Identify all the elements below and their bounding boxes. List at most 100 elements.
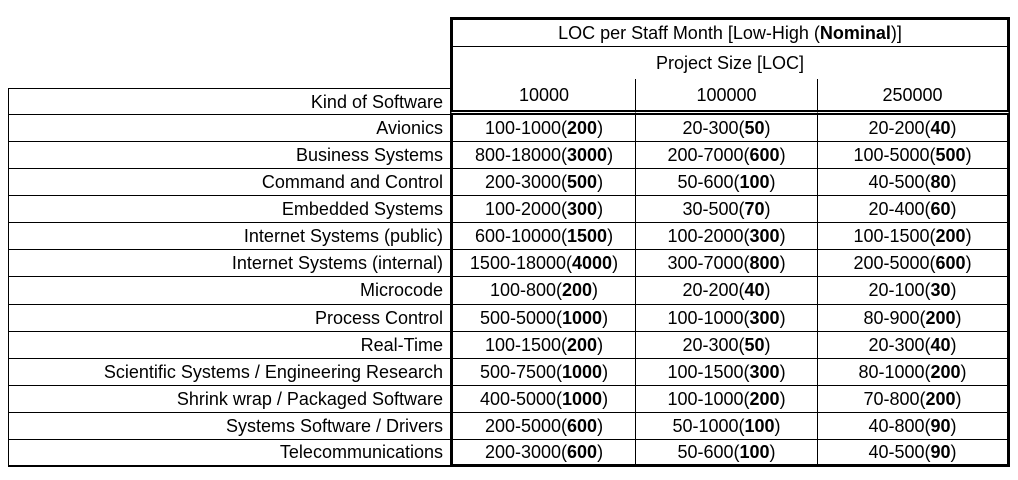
loc-value-cell-size-250000: 20-100(30) [818,277,1010,305]
nominal-value: 600 [567,441,598,462]
row-label-cell: Scientific Systems / Engineering Researc… [8,358,450,386]
nominal-value: 30 [930,280,951,301]
empty-corner [8,47,450,79]
nominal-value: 300 [749,361,780,382]
range-close: ) [612,253,619,274]
range-text: 100-1500( [667,361,750,382]
range-text: 80-1000( [858,361,931,382]
row-label: Telecommunications [279,442,443,463]
range-text: 20-100( [868,280,931,301]
nominal-value: 70 [744,199,765,220]
loc-value-cell-size-250000: 40-500(80) [818,169,1010,197]
range-close: ) [965,145,972,166]
range-close: ) [597,334,604,355]
range-close: ) [779,253,786,274]
range-close: ) [769,172,776,193]
range-close: ) [597,199,604,220]
loc-value-cell-size-10000: 600-10000(1500) [450,223,636,251]
row-label: Microcode [359,280,443,301]
nominal-value: 500 [567,172,598,193]
range-text: 100-2000( [667,226,750,247]
range-close: ) [960,361,967,382]
range-text: 40-500( [868,172,931,193]
loc-value-cell-size-250000: 20-200(40) [818,115,1010,143]
loc-value-cell-size-10000: 500-7500(1000) [450,358,636,386]
loc-value-cell-size-100000: 20-200(40) [636,277,818,305]
range-close: ) [597,441,604,462]
nominal-value: 1000 [562,388,603,409]
nominal-value: 600 [935,253,966,274]
row-label-cell: Internet Systems (internal) [8,250,450,278]
nominal-value: 200 [567,118,598,139]
range-close: ) [764,199,771,220]
range-close: ) [764,118,771,139]
row-label: Command and Control [261,172,443,193]
loc-value-cell-size-10000: 200-5000(600) [450,412,636,440]
range-text: 100-1000( [667,388,750,409]
range-text: 400-5000( [479,388,563,409]
nominal-value: 3000 [567,145,608,166]
size-column-header-250000: 250000 [818,79,1010,115]
empty-corner [8,17,450,47]
range-close: ) [779,388,786,409]
nominal-value: 200 [562,280,593,301]
range-close: ) [955,307,962,328]
project-size-subtitle: Project Size [LOC] [450,47,1010,79]
range-close: ) [779,145,786,166]
range-close: ) [779,226,786,247]
row-label: Embedded Systems [281,199,443,220]
range-text: 200-7000( [667,145,750,166]
range-text: 200-5000( [484,415,568,436]
row-label-cell: Embedded Systems [8,196,450,224]
row-label: Process Control [314,307,443,328]
loc-value-cell-size-100000: 100-2000(300) [636,223,818,251]
range-close: ) [607,145,614,166]
row-label-cell: Process Control [8,304,450,332]
loc-value-cell-size-10000: 200-3000(600) [450,439,636,467]
loc-value-cell-size-250000: 80-1000(200) [818,358,1010,386]
loc-value-cell-size-10000: 200-3000(500) [450,169,636,197]
table-title: LOC per Staff Month [Low-High (Nominal)] [450,17,1010,47]
nominal-value: 40 [930,118,951,139]
range-text: 200-5000( [853,253,936,274]
range-close: ) [607,226,614,247]
nominal-value: 300 [567,199,598,220]
range-close: ) [764,334,771,355]
range-close: ) [602,388,609,409]
nominal-value: 90 [930,441,951,462]
row-label: Shrink wrap / Packaged Software [176,388,443,409]
range-text: 600-10000( [474,226,568,247]
nominal-value: 40 [744,280,765,301]
size-column-header-100000: 100000 [636,79,818,115]
nominal-value: 50 [744,118,765,139]
row-label: Avionics [376,118,443,139]
range-text: 20-300( [682,334,745,355]
nominal-value: 200 [925,307,956,328]
row-label: Real-Time [360,334,443,355]
nominal-value: 200 [935,226,966,247]
range-close: ) [602,361,609,382]
loc-value-cell-size-250000: 20-300(40) [818,331,1010,359]
range-text: 100-1000( [484,118,568,139]
range-close: ) [950,118,957,139]
range-text: 200-3000( [484,441,568,462]
row-label-cell: Command and Control [8,169,450,197]
loc-value-cell-size-250000: 100-5000(500) [818,142,1010,170]
range-close: ) [950,199,957,220]
range-close: ) [950,280,957,301]
range-text: 100-5000( [853,145,936,166]
loc-per-staff-month-table: LOC per Staff Month [Low-High (Nominal)]… [8,17,1010,467]
loc-value-cell-size-250000: 40-500(90) [818,439,1010,467]
nominal-value: 60 [930,199,951,220]
kind-of-software-header: Kind of Software [8,88,450,115]
row-label-cell: Business Systems [8,142,450,170]
loc-value-cell-size-10000: 100-1000(200) [450,115,636,143]
nominal-value: 500 [935,145,966,166]
loc-value-cell-size-10000: 1500-18000(4000) [450,250,636,278]
row-label-cell: Microcode [8,277,450,305]
table-title-nominal: Nominal [819,23,891,43]
range-close: ) [950,172,957,193]
range-close: ) [769,441,776,462]
range-text: 20-200( [682,280,745,301]
range-close: ) [950,441,957,462]
